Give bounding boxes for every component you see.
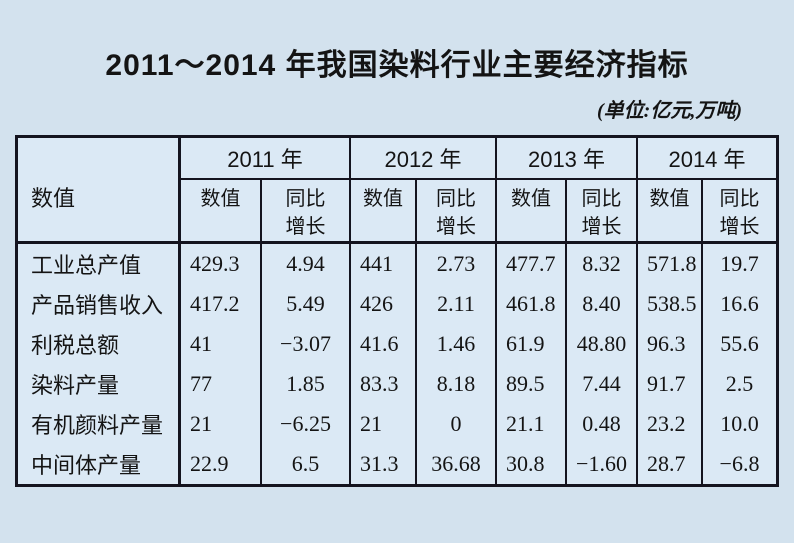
value-cell: 77 [178, 364, 260, 404]
growth-cell: 1.85 [260, 364, 349, 404]
growth-cell: −6.25 [260, 404, 349, 444]
growth-cell: 36.68 [415, 444, 495, 484]
value-subheader-cell: 数值 [178, 180, 260, 244]
row-label-cell: 有机颜料产量 [31, 413, 164, 438]
corner-header-cell: 数值 [18, 138, 178, 244]
value-cell: 477.7 [495, 244, 565, 284]
value-cell: 28.7 [636, 444, 701, 484]
row-label-cell: 工业总产值 [31, 253, 142, 278]
growth-subheader-cell: 同比增长 [415, 180, 495, 244]
growth-cell: −6.8 [701, 444, 776, 484]
year-header-2013: 2013 年 [495, 138, 636, 180]
value-cell: 461.8 [495, 284, 565, 324]
value-subheader-cell: 数值 [349, 180, 415, 244]
growth-subheader-cell: 同比增长 [565, 180, 636, 244]
value-cell: 571.8 [636, 244, 701, 284]
growth-cell: 0 [415, 404, 495, 444]
row-label-cell: 染料产量 [31, 373, 120, 398]
growth-cell: 8.18 [415, 364, 495, 404]
growth-subheader-label: 同比增长 [719, 188, 760, 238]
unit-note: (单位:亿元,万吨) [597, 100, 742, 122]
value-cell: 441 [349, 244, 415, 284]
value-cell: 21 [178, 404, 260, 444]
growth-cell: 16.6 [701, 284, 776, 324]
growth-subheader-label: 同比增长 [436, 188, 476, 238]
value-subheader-cell: 数值 [495, 180, 565, 244]
growth-cell: 8.40 [565, 284, 636, 324]
growth-cell: 2.11 [415, 284, 495, 324]
value-cell: 23.2 [636, 404, 701, 444]
value-cell: 61.9 [495, 324, 565, 364]
growth-subheader-label: 同比增长 [581, 188, 622, 238]
growth-cell: 2.5 [701, 364, 776, 404]
value-cell: 21.1 [495, 404, 565, 444]
growth-subheader-cell: 同比增长 [701, 180, 776, 244]
value-cell: 89.5 [495, 364, 565, 404]
value-cell: 83.3 [349, 364, 415, 404]
growth-cell: 6.5 [260, 444, 349, 484]
row-label-cell: 中间体产量 [31, 453, 142, 478]
growth-cell: 7.44 [565, 364, 636, 404]
value-cell: 417.2 [178, 284, 260, 324]
growth-cell: −3.07 [260, 324, 349, 364]
row-label-cell: 产品销售收入 [31, 293, 164, 318]
growth-cell: 19.7 [701, 244, 776, 284]
value-cell: 41 [178, 324, 260, 364]
row-label-cell: 利税总额 [31, 333, 120, 358]
growth-subheader-cell: 同比增长 [260, 180, 349, 244]
growth-cell: 1.46 [415, 324, 495, 364]
indicator-table: 数值 2011 年 2012 年 2013 年 2014 年 数值 同比增长 数… [15, 135, 779, 487]
year-header-2012: 2012 年 [349, 138, 495, 180]
growth-cell: −1.60 [565, 444, 636, 484]
value-subheader-cell: 数值 [636, 180, 701, 244]
value-cell: 41.6 [349, 324, 415, 364]
value-cell: 538.5 [636, 284, 701, 324]
growth-cell: 48.80 [565, 324, 636, 364]
value-cell: 22.9 [178, 444, 260, 484]
growth-cell: 0.48 [565, 404, 636, 444]
growth-subheader-label: 同比增长 [285, 188, 326, 238]
value-cell: 21 [349, 404, 415, 444]
chart-title: 2011～2014 年我国染料行业主要经济指标 [105, 49, 689, 82]
growth-cell: 4.94 [260, 244, 349, 284]
growth-cell: 5.49 [260, 284, 349, 324]
growth-cell: 10.0 [701, 404, 776, 444]
value-cell: 31.3 [349, 444, 415, 484]
value-cell: 30.8 [495, 444, 565, 484]
growth-cell: 8.32 [565, 244, 636, 284]
value-cell: 96.3 [636, 324, 701, 364]
value-cell: 429.3 [178, 244, 260, 284]
year-header-2011: 2011 年 [178, 138, 349, 180]
growth-cell: 55.6 [701, 324, 776, 364]
value-cell: 91.7 [636, 364, 701, 404]
growth-cell: 2.73 [415, 244, 495, 284]
year-header-2014: 2014 年 [636, 138, 776, 180]
value-cell: 426 [349, 284, 415, 324]
